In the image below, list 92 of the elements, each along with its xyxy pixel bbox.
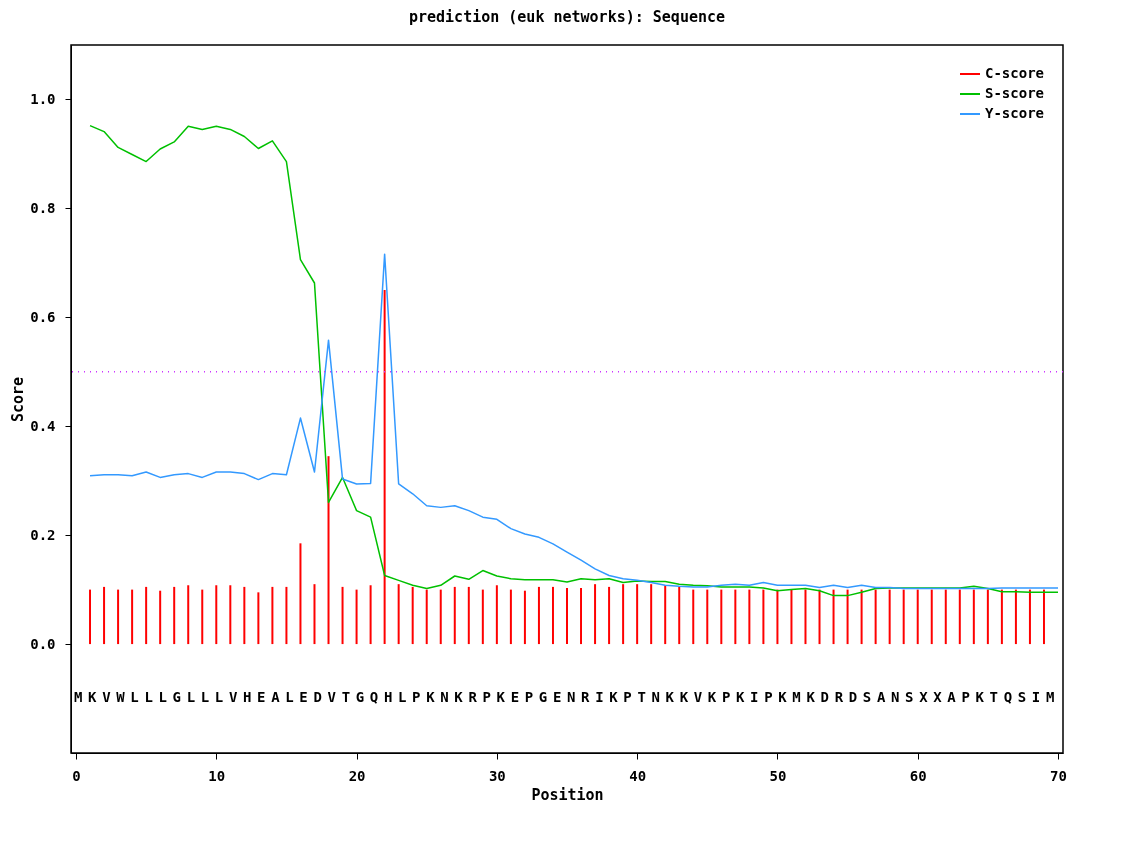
bar <box>425 589 428 645</box>
bar <box>734 589 737 645</box>
bar <box>131 589 134 645</box>
bar <box>776 589 779 645</box>
bar <box>1028 589 1031 645</box>
y-axis-title: Score <box>9 376 28 423</box>
bar <box>846 589 849 645</box>
bar <box>327 456 330 645</box>
bar <box>636 584 639 645</box>
bar <box>523 590 526 645</box>
bar <box>173 586 176 645</box>
bar <box>383 290 386 645</box>
bar <box>369 585 372 645</box>
x-tick-label: 50 <box>769 767 787 784</box>
bar <box>706 589 709 645</box>
bar <box>397 584 400 645</box>
bar <box>622 584 625 645</box>
bar <box>748 589 751 645</box>
annotation: MKVWLLLGLLLVHEALEDVTGQHLPKNKRPKEPGENRIKPTNKKVKPKIPKMKDRDSANSXXAPKTQSIM <box>74 689 1060 705</box>
bar <box>678 586 681 645</box>
y-tick-label: 0.4 <box>30 417 56 434</box>
bar <box>271 586 274 645</box>
bar <box>439 589 442 645</box>
chart-title: prediction (euk networks): Sequence <box>408 8 726 26</box>
bar <box>299 543 302 645</box>
bar <box>551 586 554 645</box>
bar <box>902 589 905 645</box>
bar <box>580 587 583 645</box>
bar <box>467 586 470 645</box>
y-tick-label: 0.8 <box>30 199 56 216</box>
bar <box>832 589 835 645</box>
bar <box>986 589 989 645</box>
bar <box>1014 589 1017 645</box>
bar <box>187 585 190 645</box>
bar <box>481 589 484 645</box>
legend-label: Y-score <box>985 105 1045 121</box>
bar <box>537 586 540 645</box>
bar <box>790 589 793 645</box>
bar <box>285 586 288 645</box>
bar <box>888 589 891 645</box>
x-tick-label: 20 <box>348 767 366 784</box>
bar <box>930 589 933 645</box>
bar <box>257 592 260 645</box>
bar <box>944 589 947 645</box>
x-tick-label: 30 <box>488 767 506 784</box>
legend-label: C-score <box>985 65 1045 81</box>
bar <box>243 586 246 645</box>
y-tick-label: 1.0 <box>30 90 56 107</box>
bar <box>313 584 316 645</box>
y-tick-label: 0.2 <box>30 526 56 543</box>
bar <box>972 589 975 645</box>
bar <box>566 587 568 645</box>
x-tick-label: 70 <box>1050 767 1067 784</box>
bar <box>860 589 863 645</box>
bar <box>229 585 232 645</box>
bar <box>804 589 807 645</box>
line-series <box>89 253 1059 590</box>
bar <box>509 589 512 645</box>
y-tick-label: 0.0 <box>30 635 56 652</box>
bar <box>103 586 106 645</box>
bar <box>958 589 961 645</box>
bar <box>453 586 456 645</box>
bar <box>608 586 611 645</box>
bar <box>664 585 667 645</box>
bar <box>355 589 358 645</box>
bar <box>916 589 919 645</box>
bar <box>692 589 695 645</box>
bar <box>215 585 218 645</box>
bar <box>762 589 765 645</box>
bar <box>1000 589 1003 645</box>
y-tick-label: 0.6 <box>30 308 56 325</box>
line-series <box>89 124 1059 597</box>
bar <box>89 589 92 645</box>
bar <box>145 586 148 645</box>
bar <box>594 584 597 645</box>
bar <box>411 586 414 645</box>
bar <box>1042 589 1045 645</box>
bar <box>159 590 162 645</box>
x-tick-label: 0 <box>72 767 81 784</box>
legend-label: S-score <box>985 85 1045 101</box>
bar <box>650 584 653 645</box>
bar <box>720 589 723 645</box>
bar <box>117 589 120 645</box>
x-tick-label: 10 <box>208 767 226 784</box>
bar <box>341 586 344 645</box>
x-tick-label: 60 <box>909 767 927 784</box>
bar <box>201 589 204 645</box>
x-tick-label: 40 <box>629 767 647 784</box>
x-axis-title: Position <box>531 785 604 804</box>
bar <box>495 585 498 645</box>
bar <box>818 589 821 645</box>
bar <box>874 589 877 645</box>
